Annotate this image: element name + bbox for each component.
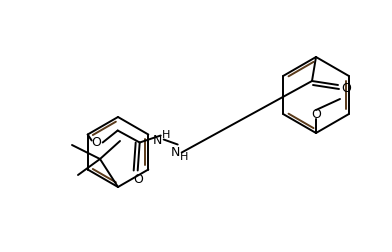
Text: O: O <box>91 136 101 149</box>
Text: O: O <box>311 109 321 121</box>
Text: O: O <box>133 173 143 186</box>
Text: N: N <box>153 134 162 147</box>
Text: H: H <box>162 130 170 140</box>
Text: O: O <box>341 82 351 96</box>
Text: N: N <box>171 146 180 159</box>
Text: H: H <box>180 151 188 162</box>
